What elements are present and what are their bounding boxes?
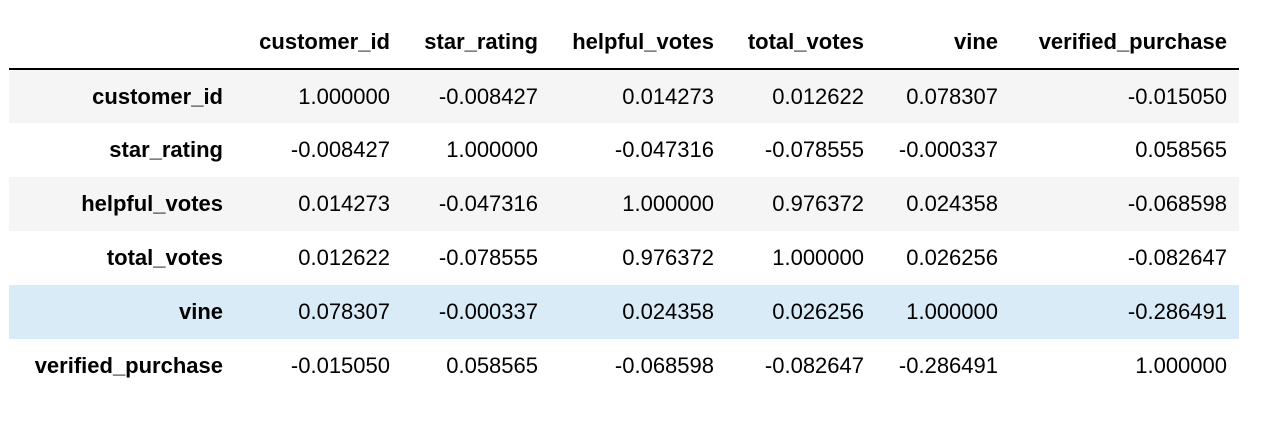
row-label: vine bbox=[178, 299, 223, 324]
cell-total-votes: 0.976372 bbox=[772, 191, 864, 216]
cell-star-rating: -0.000337 bbox=[438, 299, 538, 324]
cell-total-votes: 0.026256 bbox=[772, 299, 864, 324]
cell-verified-purchase: -0.015050 bbox=[1127, 83, 1227, 109]
cell-customer-id: 1.000000 bbox=[298, 83, 390, 109]
cell-customer-id: -0.008427 bbox=[290, 137, 390, 162]
column-header-customer-id: customer_id bbox=[237, 16, 402, 70]
cell-helpful-votes: 1.000000 bbox=[622, 191, 714, 216]
cell-vine: 1.000000 bbox=[906, 299, 998, 324]
cell-customer-id: -0.015050 bbox=[290, 353, 390, 378]
cell-helpful-votes: 0.976372 bbox=[622, 245, 714, 270]
cell-helpful-votes: -0.068598 bbox=[614, 353, 714, 378]
table-row: helpful_votes 0.014273 -0.047316 1.000000 0.… bbox=[9, 177, 1239, 231]
cell-customer-id: 0.078307 bbox=[298, 299, 390, 324]
column-header-helpful-votes: helpful_votes bbox=[550, 16, 726, 70]
cell-star-rating: -0.047316 bbox=[438, 191, 538, 216]
table-row: verified_purchase -0.015050 0.058565 -0.068… bbox=[9, 339, 1239, 393]
row-label: customer_id bbox=[92, 83, 223, 109]
cell-vine: -0.286491 bbox=[898, 353, 998, 378]
cell-vine: 0.024358 bbox=[906, 191, 998, 216]
cell-helpful-votes: 0.024358 bbox=[622, 299, 714, 324]
cell-vine: 0.078307 bbox=[906, 83, 998, 109]
cell-customer-id: 0.012622 bbox=[298, 245, 390, 270]
row-label: star_rating bbox=[109, 137, 223, 162]
row-label: verified_purchase bbox=[34, 353, 223, 378]
table-row: total_votes 0.012622 -0.078555 0.976372 1.00… bbox=[9, 231, 1239, 285]
column-header-star-rating: star_rating bbox=[402, 16, 550, 70]
cell-total-votes: 0.012622 bbox=[772, 83, 864, 109]
cell-verified-purchase: -0.068598 bbox=[1127, 191, 1227, 216]
cell-verified-purchase: 1.000000 bbox=[1135, 353, 1227, 378]
cell-total-votes: -0.078555 bbox=[764, 137, 864, 162]
row-label: total_votes bbox=[106, 245, 223, 270]
column-header-total-votes: total_votes bbox=[726, 16, 876, 70]
cell-vine: 0.026256 bbox=[906, 245, 998, 270]
cell-total-votes: -0.082647 bbox=[764, 353, 864, 378]
correlation-dataframe: customer_id star_rating helpful_votes to… bbox=[9, 16, 1239, 393]
cell-total-votes: 1.000000 bbox=[772, 245, 864, 270]
correlation-table: customer_id star_rating helpful_votes to… bbox=[9, 16, 1239, 393]
cell-star-rating: 1.000000 bbox=[446, 137, 538, 162]
column-header-vine: vine bbox=[876, 16, 1010, 70]
cell-customer-id: 0.014273 bbox=[298, 191, 390, 216]
table-row: star_rating -0.008427 1.000000 -0.047316 -0.… bbox=[9, 123, 1239, 177]
table-body: customer_id 1.000000 -0.008427 0.014273 0.01… bbox=[9, 69, 1239, 393]
header-row: customer_id star_rating helpful_votes to… bbox=[9, 16, 1239, 70]
cell-star-rating: 0.058565 bbox=[446, 353, 538, 378]
cell-vine: -0.000337 bbox=[898, 137, 998, 162]
table-row: vine 0.078307 -0.000337 0.024358 0.026256 1.0… bbox=[9, 285, 1239, 339]
cell-helpful-votes: -0.047316 bbox=[614, 137, 714, 162]
table-row: customer_id 1.000000 -0.008427 0.014273 0.01… bbox=[9, 69, 1239, 123]
cell-verified-purchase: -0.286491 bbox=[1127, 299, 1227, 324]
index-header bbox=[9, 16, 237, 70]
column-header-verified-purchase: verified_purchase bbox=[1010, 16, 1239, 70]
cell-verified-purchase: 0.058565 bbox=[1135, 137, 1227, 162]
cell-star-rating: -0.078555 bbox=[438, 245, 538, 270]
row-label: helpful_votes bbox=[81, 191, 223, 216]
cell-verified-purchase: -0.082647 bbox=[1127, 245, 1227, 270]
table-header: customer_id star_rating helpful_votes to… bbox=[9, 16, 1239, 70]
cell-helpful-votes: 0.014273 bbox=[622, 83, 714, 109]
cell-star-rating: -0.008427 bbox=[438, 83, 538, 109]
